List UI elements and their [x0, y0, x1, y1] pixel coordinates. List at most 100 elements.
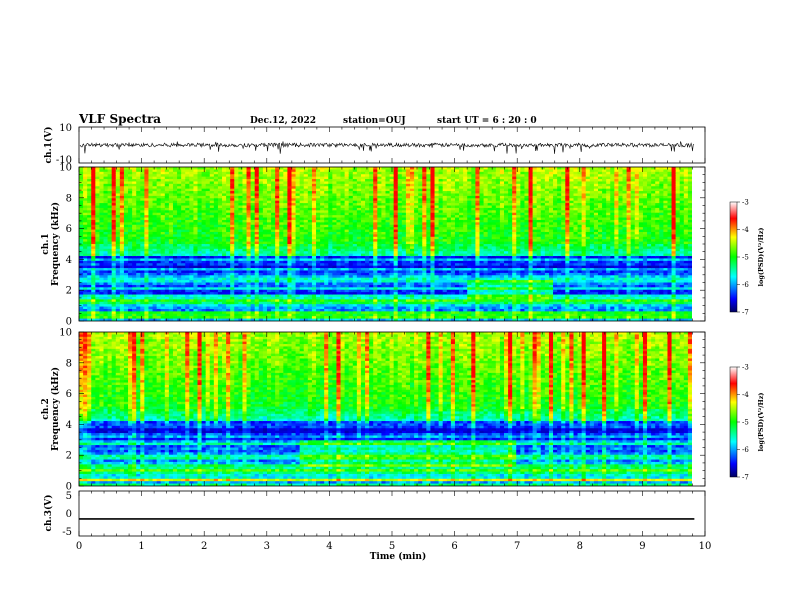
spectrogram-cell	[365, 282, 370, 286]
spectrogram-cell	[91, 265, 96, 269]
spectrogram-cell	[152, 296, 158, 300]
spectrogram-cell	[299, 308, 305, 312]
spectrogram-cell	[148, 234, 154, 238]
spectrogram-cell	[287, 183, 293, 187]
spectrogram-cell	[250, 222, 256, 226]
spectrogram-cell	[275, 215, 280, 219]
spectrogram-cell	[344, 195, 350, 199]
spectrogram-cell	[344, 263, 350, 267]
spectrogram-cell	[226, 200, 231, 204]
spectrogram-cell	[238, 169, 244, 173]
spectrogram-cell	[381, 296, 387, 300]
spectrogram-cell	[201, 244, 207, 248]
spectrogram-cell	[79, 244, 84, 248]
spectrogram-cell	[103, 308, 109, 312]
spectrogram-cell	[205, 277, 211, 281]
spectrogram-cell	[246, 234, 252, 238]
spectrogram-cell	[246, 219, 252, 223]
spectrogram-cell	[148, 311, 154, 315]
spectrogram-cell	[209, 301, 215, 305]
spectrogram-cell	[234, 203, 239, 207]
spectrogram-cell	[307, 311, 313, 315]
spectrogram-cell	[91, 181, 96, 185]
spectrogram-cell	[201, 260, 207, 264]
spectrogram-cell	[365, 181, 370, 185]
spectrogram-cell	[222, 272, 227, 276]
spectrogram-cell	[373, 167, 378, 171]
spectrogram-cell	[369, 169, 374, 173]
spectrogram-cell	[132, 234, 137, 238]
spectrogram-cell	[107, 179, 113, 183]
spectrogram-cell	[144, 212, 150, 216]
spectrogram-cell	[344, 191, 350, 195]
spectrogram-cell	[128, 181, 133, 185]
spectrogram-cell	[307, 241, 313, 245]
spectrogram-cell	[385, 200, 391, 204]
spectrogram-cell	[344, 272, 350, 276]
spectrogram-cell	[373, 210, 378, 214]
spectrogram-cell	[168, 174, 174, 178]
spectrogram-cell	[107, 287, 113, 291]
spectrogram-cell	[87, 227, 92, 231]
spectrogram-cell	[99, 294, 105, 298]
spectrogram-cell	[381, 167, 387, 171]
spectrogram-cell	[307, 205, 313, 209]
spectrogram-cell	[303, 198, 309, 202]
spectrogram-cell	[332, 270, 338, 274]
spectrogram-cell	[128, 318, 133, 321]
spectrogram-cell	[324, 318, 329, 321]
spectrogram-cell	[246, 191, 252, 195]
spectrogram-cell	[258, 258, 264, 262]
spectrogram-cell	[148, 287, 154, 291]
spectrogram-cell	[246, 210, 252, 214]
spectrogram-cell	[279, 284, 284, 288]
spectrogram-cell	[336, 301, 342, 305]
spectrogram-cell	[226, 311, 231, 315]
spectrogram-cell	[209, 167, 215, 171]
spectrogram-cell	[87, 183, 92, 187]
spectrogram-cell	[254, 272, 260, 276]
spectrogram-cell	[291, 215, 297, 219]
spectrogram-cell	[262, 176, 268, 180]
spectrogram-cell	[148, 268, 154, 272]
spectrogram-cell	[311, 200, 317, 204]
spectrogram-cell	[83, 299, 88, 303]
spectrogram-cell	[185, 171, 190, 175]
spectrogram-cell	[107, 251, 113, 255]
spectrogram-cell	[369, 215, 374, 219]
spectrogram-cell	[316, 188, 321, 192]
spectrogram-cell	[83, 308, 88, 312]
spectrogram-cell	[217, 277, 223, 281]
spectrogram-cell	[83, 236, 88, 240]
spectrogram-cell	[348, 282, 354, 286]
spectrogram-cell	[172, 287, 178, 291]
spectrogram-cell	[324, 193, 329, 197]
spectrogram-cell	[365, 301, 370, 305]
spectrogram-cell	[275, 313, 280, 317]
spectrogram-cell	[123, 227, 129, 231]
spectrogram-cell	[356, 205, 362, 209]
spectrogram-cell	[258, 234, 264, 238]
spectrogram-cell	[168, 311, 174, 315]
spectrogram-cell	[291, 313, 297, 317]
spectrogram-cell	[262, 195, 268, 199]
spectrogram-cell	[340, 292, 346, 296]
spectrogram-cell	[103, 258, 109, 262]
spectrogram-cell	[311, 179, 317, 183]
spectrogram-cell	[87, 284, 92, 288]
spectrogram-cell	[287, 287, 293, 291]
spectrogram-cell	[119, 260, 125, 264]
spectrogram-cell	[107, 294, 113, 298]
spectrogram-cell	[271, 253, 276, 257]
spectrogram-cell	[385, 176, 391, 180]
spectrogram-cell	[156, 294, 162, 298]
spectrogram-cell	[144, 277, 150, 281]
spectrogram-cell	[160, 236, 166, 240]
spectrogram-cell	[365, 275, 370, 279]
spectrogram-cell	[283, 292, 289, 296]
spectrogram-cell	[303, 191, 309, 195]
spectrogram-cell	[168, 191, 174, 195]
spectrogram-cell	[115, 224, 121, 228]
spectrogram-cell	[303, 179, 309, 183]
spectrogram-cell	[238, 272, 244, 276]
